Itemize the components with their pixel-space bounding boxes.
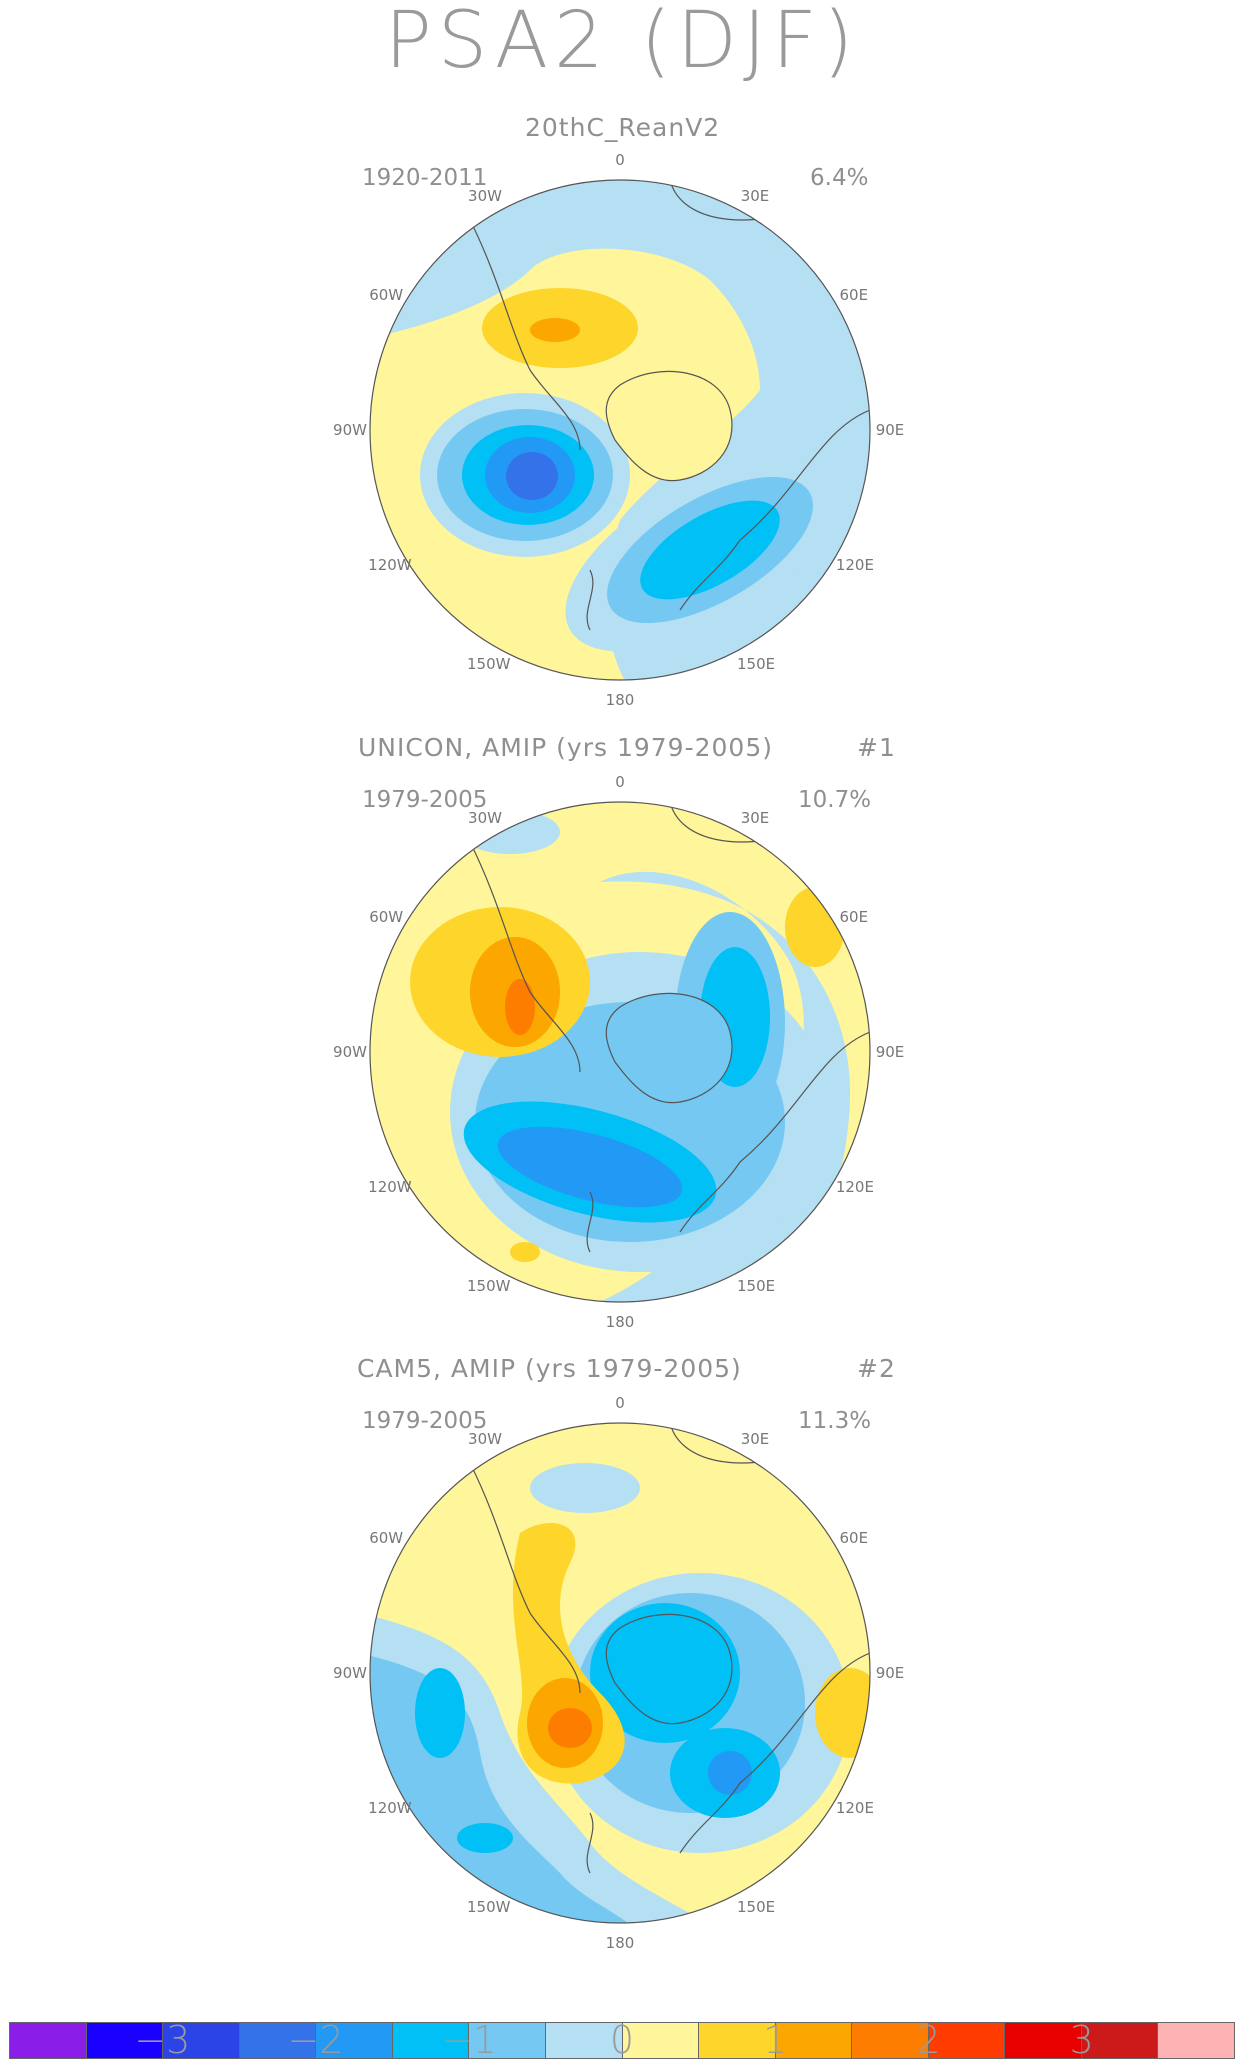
colorbar-box [928,2023,1006,2058]
lon-label-top: 0 [615,1394,625,1412]
lon-label-rt: 60E [839,1529,869,1547]
lon-label-tl: 30W [468,809,502,828]
colorbar-tick-label: −1 [440,2018,497,2062]
lon-label-br: 150E [737,654,776,673]
lon-label-bottom: 180 [605,691,635,709]
lon-label-tr: 30E [740,1430,770,1449]
lon-label-lb: 120W [368,556,412,574]
lon-label-r: 90E [875,421,905,439]
colorbar-box [545,2023,623,2058]
lon-label-tl: 30W [468,1430,502,1449]
lon-label-rt: 60E [839,286,869,304]
colorbar-box [239,2023,317,2058]
lon-label-bl: 150W [467,1897,511,1916]
colorbar-box [316,2023,393,2058]
colorbar [9,2022,1235,2059]
polar-map-1 [369,179,871,681]
lon-label-lt: 60W [369,1529,404,1547]
panel-2-percent: 10.7% [798,787,872,813]
polar-map-2 [369,801,871,1303]
lon-label-lt: 60W [369,908,404,926]
lon-label-tr: 30E [740,187,770,206]
lon-label-l: 90W [333,1043,367,1061]
panel-title-2: UNICON, AMIP (yrs 1979-2005) [358,733,773,762]
panel-title-3: CAM5, AMIP (yrs 1979-2005) [357,1354,742,1383]
lon-label-lb: 120W [368,1799,412,1817]
lon-label-br: 150E [737,1276,776,1295]
lon-label-rb: 120E [835,556,874,574]
panel-3-percent: 11.3% [798,1408,872,1434]
lon-label-bl: 150W [467,654,511,673]
panel-1-percent: 6.4% [810,165,869,191]
colorbar-box [10,2023,87,2058]
lon-label-r: 90E [875,1664,905,1682]
lon-label-tr: 30E [740,809,770,828]
colorbar-box [1158,2023,1234,2058]
lon-label-top: 0 [615,773,625,791]
panel-2-period: 1979-2005 [362,787,488,813]
colorbar-box [775,2023,853,2058]
lon-label-lb: 120W [368,1178,412,1196]
polar-map-3 [369,1422,871,1924]
colorbar-box [1005,2023,1082,2058]
colorbar-box [1081,2023,1159,2058]
lon-label-bl: 150W [467,1276,511,1295]
lon-label-l: 90W [333,421,367,439]
colorbar-box [622,2023,700,2058]
colorbar-tick-label: 3 [1069,2018,1094,2062]
colorbar-tick-label: 1 [763,2018,788,2062]
panel-3-period: 1979-2005 [362,1408,488,1434]
colorbar-box [852,2023,929,2058]
lon-label-l: 90W [333,1664,367,1682]
lon-label-top: 0 [615,151,625,169]
lon-label-r: 90E [875,1043,905,1061]
lon-label-tl: 30W [468,187,502,206]
panel-title-1: 20thC_ReanV2 [525,113,721,142]
lon-label-bottom: 180 [605,1313,635,1331]
lon-label-rt: 60E [839,908,869,926]
colorbar-tick-label: −2 [287,2018,344,2062]
colorbar-tick-label: 0 [609,2018,635,2062]
colorbar-box [392,2023,470,2058]
colorbar-box [163,2023,240,2058]
colorbar-box [469,2023,546,2058]
colorbar-box [699,2023,776,2058]
lon-label-br: 150E [737,1897,776,1916]
colorbar-box [86,2023,164,2058]
colorbar-tick-label: −3 [134,2018,191,2062]
panel-1-period: 1920-2011 [362,165,488,191]
lon-label-rb: 120E [835,1178,874,1196]
lon-label-lt: 60W [369,286,404,304]
lon-label-bottom: 180 [605,1934,635,1952]
lon-label-rb: 120E [835,1799,874,1817]
page-title: PSA2 (DJF) [384,0,860,86]
panel-2-number: #1 [857,733,896,762]
panel-3-number: #2 [857,1354,896,1383]
colorbar-tick-label: 2 [916,2018,941,2062]
